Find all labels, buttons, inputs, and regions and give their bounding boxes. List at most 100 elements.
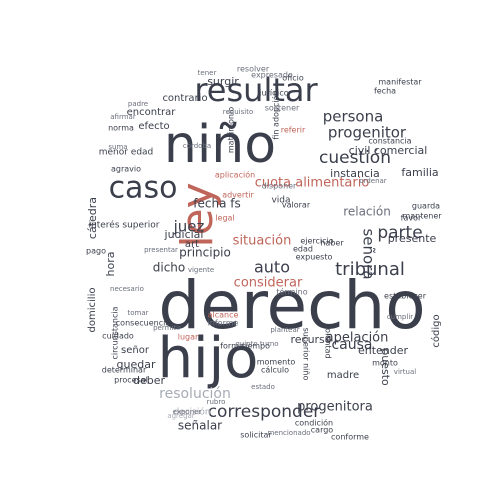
word-valorar: valorar [282, 201, 311, 210]
word-afirmar: afirmar [110, 113, 136, 121]
word-constancia: constancia [368, 137, 411, 146]
word-disponer: disponer [262, 182, 297, 191]
word-progenitor: progenitor [328, 124, 407, 142]
word-consecuencia: consecuencia [116, 319, 171, 328]
word-monto: monto [372, 359, 398, 368]
word-oficio: oficio [282, 74, 304, 83]
word-determinar: determinar [102, 366, 147, 375]
word-tribunal: tribunal [335, 259, 405, 280]
word-cordoba: córdoba [183, 142, 211, 150]
word-favor: favor [401, 214, 422, 223]
word-referir: referir [281, 126, 306, 135]
word-auto: auto [254, 258, 290, 277]
word-mantener: mantener [402, 212, 442, 221]
word-estado: estado [251, 383, 275, 391]
word-juez: juez [173, 218, 205, 236]
word-necesario: necesario [110, 285, 144, 293]
word-legal: legal [215, 214, 234, 223]
word-efecto: efecto [138, 121, 169, 132]
word-familia: familia [401, 166, 438, 179]
word-senor: señor [121, 345, 150, 356]
word-considerar: considerar [234, 276, 303, 291]
word-ley: ley [172, 182, 223, 247]
word-procesal: procesal [114, 376, 148, 385]
word-advertir: advertir [222, 191, 254, 200]
word-resolver: resolver [237, 65, 270, 74]
word-expuesto: expuesto [296, 253, 333, 262]
word-entender: entender [358, 344, 409, 357]
word-momento: momento [257, 358, 296, 367]
word-parte: parte [377, 223, 422, 243]
word-haber: haber [320, 239, 344, 248]
word-circunstancia: circunstancia [111, 306, 120, 359]
word-corresponder: corresponder [208, 402, 321, 422]
word-menor-edad: menor edad [99, 148, 154, 158]
word-fecha-fs: fecha fs [193, 197, 240, 211]
word-solicitar: solicitar [240, 431, 272, 440]
word-padre: padre [128, 100, 148, 108]
word-judicial: judicial [164, 228, 204, 241]
word-situacion: situación [233, 234, 292, 249]
word-persona: persona [323, 108, 384, 126]
word-codigo: código [430, 314, 442, 347]
word-art: art [185, 239, 199, 250]
word-cuestion: cuestión [319, 148, 391, 168]
word-puesto: puesto [379, 348, 392, 386]
word-hijo: hijo [158, 326, 259, 391]
word-establecer: establecer [384, 292, 427, 301]
word-lugar: lugar [178, 333, 199, 342]
word-presente: presente [388, 232, 437, 245]
word-forma: forma [220, 342, 244, 351]
word-fin-adopcion: fin adopción [271, 90, 281, 139]
word-agregar: agregar [167, 412, 194, 420]
word-tiempo: tiempo [242, 342, 270, 351]
word-vida: vida [271, 196, 290, 206]
word-progenitora: progenitora [297, 400, 373, 415]
word-cargo: cargo [311, 426, 334, 435]
word-senora: señora [360, 228, 378, 279]
word-senalar: señalar [178, 419, 222, 433]
word-cuidado: cuidado [102, 332, 134, 341]
word-quinto-turno: quinto turno [235, 340, 278, 348]
word-hora: hora [104, 252, 117, 277]
word-tener: tener [198, 69, 217, 77]
word-matrimonio: matrimonio [227, 107, 236, 153]
word-relacion: relación [343, 205, 391, 219]
word-fecha: fecha [374, 87, 396, 96]
word-exponer: exponer [173, 408, 202, 416]
word-mencionado: mencionado [267, 429, 310, 437]
word-causa: causa [331, 337, 372, 353]
word-voluntad: voluntad [324, 323, 333, 358]
word-instancia: instancia [330, 167, 380, 180]
word-termino: término [276, 287, 307, 297]
word-guarda: guarda [412, 202, 440, 211]
word-plantear: plantear [270, 326, 299, 334]
word-contrario: contrario [162, 93, 207, 104]
word-deber: deber [133, 374, 166, 387]
word-derecho: derecho [158, 267, 425, 344]
word-tomar: tomar [127, 309, 148, 317]
word-domicilio: domicilio [87, 288, 98, 333]
word-virtual: virtual [394, 368, 416, 376]
word-condicion: condición [295, 418, 333, 428]
word-cuota-alimentario: cuota alimentario [255, 176, 370, 191]
word-civil-comercial: civil comercial [349, 144, 428, 157]
word-agravio: agravio [111, 165, 141, 174]
word-ejercicio: ejercicio [300, 237, 333, 246]
word-principio: principio [179, 246, 231, 260]
word-decision: decisión [173, 407, 210, 418]
word-conforme: conforme [331, 433, 369, 442]
word-informe: informe [208, 319, 239, 328]
word-manifestar: manifestar [378, 78, 422, 87]
word-resolucion: resolución [159, 386, 231, 402]
word-edad: edad [293, 245, 313, 254]
word-sostener: sostener [265, 104, 300, 113]
word-recurso: recurso [290, 333, 331, 346]
word-quedar: quedar [117, 358, 156, 371]
word-expresado: expresado [251, 71, 293, 80]
word-apelacion: apelación [326, 331, 389, 346]
word-cumplir: cumplir [387, 313, 413, 321]
word-juridico: jurídico [258, 89, 289, 98]
word-ordenar: ordenar [359, 177, 387, 185]
